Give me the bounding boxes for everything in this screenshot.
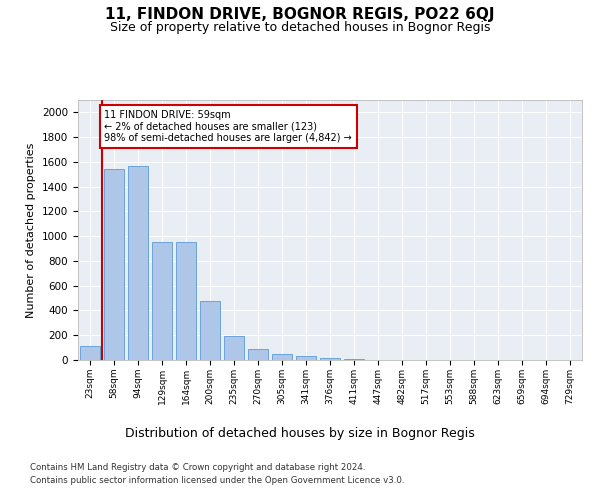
Bar	[152, 242, 172, 360]
Bar	[224, 336, 244, 360]
Bar	[176, 242, 196, 360]
Text: Distribution of detached houses by size in Bognor Regis: Distribution of detached houses by size …	[125, 428, 475, 440]
Text: Size of property relative to detached houses in Bognor Regis: Size of property relative to detached ho…	[110, 21, 490, 34]
Text: 11 FINDON DRIVE: 59sqm
← 2% of detached houses are smaller (123)
98% of semi-det: 11 FINDON DRIVE: 59sqm ← 2% of detached …	[104, 110, 352, 143]
Bar	[296, 356, 316, 360]
Bar	[248, 349, 268, 360]
Bar	[128, 166, 148, 360]
Bar	[104, 170, 124, 360]
Text: Contains public sector information licensed under the Open Government Licence v3: Contains public sector information licen…	[30, 476, 404, 485]
Text: 11, FINDON DRIVE, BOGNOR REGIS, PO22 6QJ: 11, FINDON DRIVE, BOGNOR REGIS, PO22 6QJ	[105, 8, 495, 22]
Bar	[200, 300, 220, 360]
Bar	[80, 346, 100, 360]
Text: Contains HM Land Registry data © Crown copyright and database right 2024.: Contains HM Land Registry data © Crown c…	[30, 462, 365, 471]
Bar	[320, 358, 340, 360]
Bar	[272, 354, 292, 360]
Y-axis label: Number of detached properties: Number of detached properties	[26, 142, 37, 318]
